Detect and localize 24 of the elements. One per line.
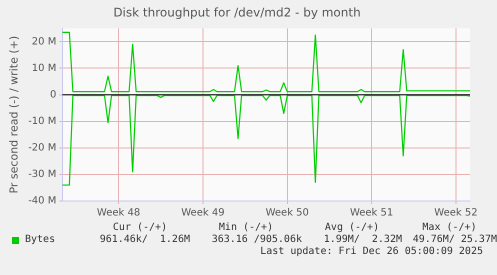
y-tick-label: -30 M	[28, 169, 56, 180]
y-axis-title: Pr second read (-) / write (+)	[7, 36, 20, 194]
text: 363.16 /905.06k	[210, 234, 302, 246]
text: 49.76M/ 25.37M	[412, 234, 497, 246]
y-tick-label: 10 M	[32, 62, 56, 74]
y-tick-label: 20 M	[32, 36, 56, 48]
y-tick-label: -40 M	[28, 196, 56, 207]
x-tick-label: Week 49	[181, 208, 225, 219]
x-tick-label: Week 52	[434, 208, 478, 219]
text: 1.99M/ 2.32M	[322, 234, 402, 246]
text: 961.46k/ 1.26M	[98, 234, 190, 246]
y-tick-label: -10 M	[28, 116, 56, 127]
text: Last update: Fri Dec 26 05:00:09 2025	[259, 246, 484, 258]
text: Cur (-/+)	[112, 222, 168, 234]
x-tick-label: Week 51	[350, 208, 394, 219]
text: Max (-/+)	[421, 222, 478, 234]
chart-title: Disk throughput for /dev/md2 - by month	[113, 5, 361, 20]
y-tick-label: -20 M	[28, 142, 56, 154]
y-tick-label: 0	[50, 89, 56, 100]
text: Min (-/+)	[218, 222, 274, 234]
x-tick-label: Week 50	[266, 208, 309, 219]
x-tick-label: Week 48	[96, 208, 140, 219]
legend-label: Bytes	[24, 234, 56, 246]
text: Avg (-/+)	[324, 222, 380, 234]
